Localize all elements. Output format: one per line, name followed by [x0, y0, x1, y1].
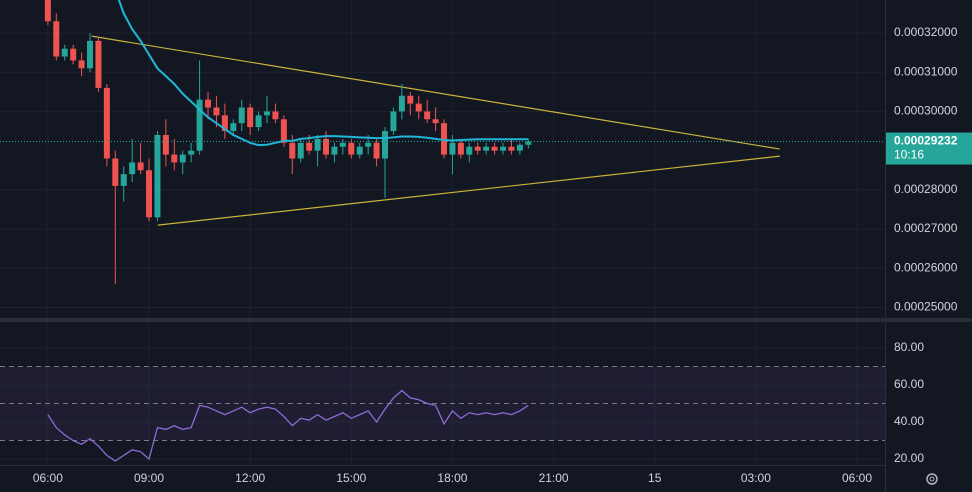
- candle-body: [154, 134, 161, 218]
- y-tick-label: 40.00: [894, 414, 924, 428]
- candle-body: [264, 111, 271, 116]
- candle-body: [407, 95, 414, 104]
- candle-body: [331, 146, 338, 155]
- x-tick-label: 03:00: [741, 471, 771, 485]
- y-tick-label: 20.00: [894, 451, 924, 465]
- x-tick-label: 09:00: [134, 471, 164, 485]
- candle-body: [221, 115, 228, 132]
- candle-body: [356, 146, 363, 155]
- y-tick-label: 0.00026000: [894, 260, 958, 274]
- candle-body: [449, 142, 456, 155]
- candle-body: [525, 141, 532, 145]
- candle-body: [137, 162, 144, 171]
- candle-body: [87, 40, 94, 69]
- candle-body: [129, 162, 136, 175]
- candle-body: [297, 142, 304, 159]
- candle-body: [179, 154, 186, 163]
- trendline: [91, 35, 780, 150]
- candle-body: [61, 48, 68, 57]
- candle-body: [280, 119, 287, 143]
- candle-body: [432, 119, 439, 124]
- candle-body: [441, 123, 448, 155]
- x-tick-label: 18:00: [437, 471, 467, 485]
- candle-body: [415, 103, 422, 112]
- candle-body: [78, 60, 85, 69]
- candle-body: [516, 144, 523, 151]
- candle-body: [314, 138, 321, 151]
- trendline: [157, 155, 780, 226]
- candle-body: [70, 48, 77, 61]
- y-tick-label: 0.00028000: [894, 182, 958, 196]
- candle-body: [171, 154, 178, 163]
- last-price-box: [886, 132, 972, 165]
- x-tick-label: 06:00: [33, 471, 63, 485]
- candle-body: [120, 174, 127, 186]
- settings-icon[interactable]: [926, 473, 938, 485]
- candle-body: [373, 142, 380, 159]
- candle-body: [95, 40, 102, 88]
- y-tick-label: 60.00: [894, 377, 924, 391]
- candle-body: [146, 170, 153, 218]
- candle-body: [508, 146, 515, 151]
- price-panel: [0, 0, 885, 284]
- candle-body: [323, 138, 330, 155]
- axes: 06:00 09:00 12:00 15:00 18:00 21:00 15 03:00 06:…: [33, 25, 972, 485]
- candle-body: [272, 111, 279, 120]
- candle-body: [365, 142, 372, 147]
- candle-body: [196, 99, 203, 151]
- y-tick-label: 80.00: [894, 340, 924, 354]
- candle-body: [457, 142, 464, 155]
- candle-body: [112, 158, 119, 186]
- candle-body: [162, 134, 169, 155]
- candle-body: [474, 146, 481, 151]
- moving-average: [117, 0, 529, 147]
- candle-body: [390, 111, 397, 132]
- y-tick-label: 0.00032000: [894, 25, 958, 39]
- candle-body: [348, 142, 355, 155]
- x-tick-label: 15:00: [336, 471, 366, 485]
- candle-body: [230, 123, 237, 132]
- candle-body: [44, 0, 51, 22]
- candle-body: [188, 150, 195, 155]
- candle-body: [53, 21, 60, 57]
- candle-body: [255, 115, 262, 128]
- y-tick-label: 0.00030000: [894, 104, 958, 118]
- candle-body: [247, 107, 254, 128]
- candle-body: [500, 146, 507, 151]
- x-tick-label: 12:00: [235, 471, 265, 485]
- candle-body: [213, 107, 220, 116]
- x-tick-label: 06:00: [842, 471, 872, 485]
- candle-body: [382, 131, 389, 159]
- candle-body: [466, 146, 473, 155]
- candle-body: [289, 142, 296, 159]
- candle-body: [424, 111, 431, 120]
- y-tick-label: 0.00027000: [894, 221, 958, 235]
- candle-body: [491, 146, 498, 151]
- x-tick-label: 21:00: [539, 471, 569, 485]
- candle-body: [238, 107, 245, 124]
- x-tick-label: 15: [648, 471, 662, 485]
- candle-body: [398, 95, 405, 112]
- candle-body: [339, 142, 346, 147]
- y-tick-label: 0.00031000: [894, 64, 958, 78]
- candle-body: [103, 87, 110, 159]
- candle-body: [483, 146, 490, 151]
- countdown-label: 10:16: [894, 148, 924, 162]
- y-tick-label: 0.00025000: [894, 300, 958, 314]
- last-price-label: 0.00029232: [894, 134, 958, 148]
- rsi-panel: [0, 365, 885, 462]
- rsi-line: [47, 389, 529, 462]
- candle-body: [205, 99, 212, 108]
- candle-body: [306, 142, 313, 151]
